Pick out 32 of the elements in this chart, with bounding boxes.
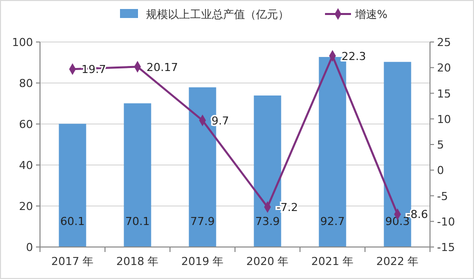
data-label: 92.7 <box>320 215 345 228</box>
x-tick-label: 2018 年 <box>116 255 159 268</box>
bar <box>58 124 86 247</box>
data-label: 22.3 <box>342 50 366 63</box>
legend-label: 规模以上工业总产值（亿元） <box>146 8 289 21</box>
data-label: 20.17 <box>146 60 178 74</box>
y-tick-label: 40 <box>19 159 33 172</box>
y2-tick-label: 10 <box>437 112 451 126</box>
y2-tick-label: 15 <box>437 87 451 100</box>
data-label: 73.9 <box>255 215 280 228</box>
x-tick-label: 2021 年 <box>311 255 354 268</box>
x-tick-label: 2019 年 <box>181 255 224 268</box>
data-label: 70.1 <box>125 215 150 228</box>
y2-tick-label: -15 <box>437 241 455 254</box>
data-label: 60.1 <box>60 215 85 228</box>
y-tick-label: 80 <box>19 77 33 90</box>
y2-tick-label: -5 <box>437 190 448 203</box>
x-tick-label: 2020 年 <box>246 255 289 268</box>
y2-tick-label: 0 <box>437 164 444 178</box>
y2-tick-label: 25 <box>437 36 451 49</box>
y2-tick-label: 20 <box>437 62 451 75</box>
legend-label: 增速% <box>354 8 388 21</box>
x-tick-label: 2022 年 <box>376 255 419 268</box>
x-tick-label: 2017 年 <box>51 255 94 268</box>
y2-tick-label: -10 <box>437 215 455 228</box>
y-tick-label: 60 <box>19 118 33 131</box>
y2-tick-label: 5 <box>437 138 444 152</box>
y-tick-label: 100 <box>12 36 33 49</box>
bar <box>124 103 152 247</box>
y-tick-label: 0 <box>26 241 33 254</box>
y-tick-label: 20 <box>19 200 33 213</box>
data-label: 77.9 <box>190 215 215 228</box>
